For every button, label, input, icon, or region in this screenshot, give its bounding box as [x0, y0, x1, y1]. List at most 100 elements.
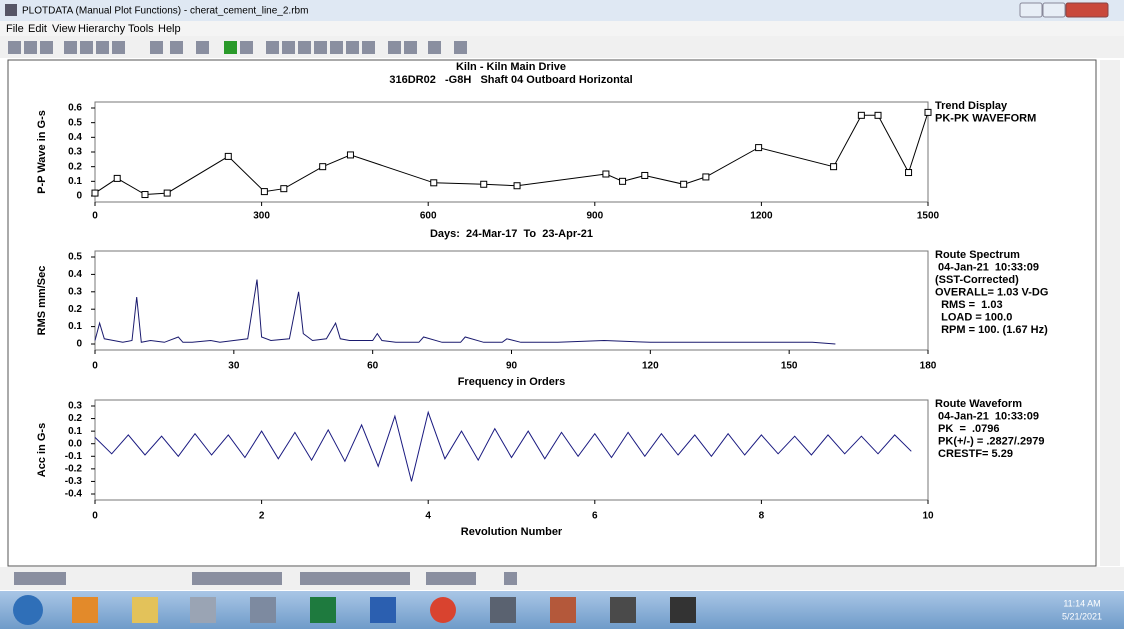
taskbar-icon[interactable]: [610, 597, 636, 623]
point-marker: [92, 190, 98, 196]
annotation: 04-Jan-21 10:33:09: [935, 261, 1039, 273]
y-axis-label: RMS mm/Sec: [36, 266, 48, 336]
taskbar-icon[interactable]: [190, 597, 216, 623]
nav-buttons[interactable]: [14, 572, 66, 585]
tool-button[interactable]: [314, 41, 327, 54]
menu-item[interactable]: Hierarchy: [78, 23, 126, 35]
x-tick-label: 8: [759, 511, 765, 522]
x-tick-label: 120: [642, 361, 659, 372]
x-axis-label: Frequency in Orders: [458, 376, 566, 388]
taskbar-icon[interactable]: [72, 597, 98, 623]
nav-buttons[interactable]: [504, 572, 517, 585]
y-tick-label: 0.3: [68, 147, 82, 158]
point-marker: [281, 186, 287, 192]
x-tick-label: 90: [506, 361, 518, 372]
start-button[interactable]: [13, 595, 43, 625]
point-marker: [431, 180, 437, 186]
y-tick-label: -0.2: [65, 463, 83, 474]
taskbar-icon[interactable]: [670, 597, 696, 623]
y-tick-label: 0.5: [68, 117, 82, 128]
tool-button[interactable]: [404, 41, 417, 54]
tool-button[interactable]: [224, 41, 237, 54]
nav-buttons[interactable]: [426, 572, 476, 585]
y-axis-label: P-P Wave in G-s: [36, 110, 48, 194]
point-marker: [114, 175, 120, 181]
tool-button[interactable]: [240, 41, 253, 54]
tool-button[interactable]: [8, 41, 21, 54]
x-tick-label: 0: [92, 361, 98, 372]
annotation: PK(+/-) = .2827/.2979: [935, 435, 1044, 447]
menu-item[interactable]: View: [52, 23, 76, 35]
nav-buttons[interactable]: [192, 572, 282, 585]
tool-button[interactable]: [346, 41, 359, 54]
taskbar-icon[interactable]: [132, 597, 158, 623]
menu-item[interactable]: File: [6, 23, 24, 35]
menu-item[interactable]: Help: [158, 23, 181, 35]
y-tick-label: 0.6: [68, 103, 82, 114]
tool-button[interactable]: [196, 41, 209, 54]
x-tick-label: 6: [592, 511, 598, 522]
clock-time: 11:14 AM: [1063, 598, 1100, 608]
point-marker: [925, 109, 931, 115]
minimize-button[interactable]: [1020, 3, 1042, 17]
point-marker: [225, 153, 231, 159]
chart-subtitle: 316DR02 -G8H Shaft 04 Outboard Horizonta…: [389, 74, 632, 86]
point-marker: [703, 174, 709, 180]
bottom-toolbar: [0, 567, 1124, 590]
nav-buttons[interactable]: [300, 572, 410, 585]
y-tick-label: 0.4: [68, 132, 82, 143]
tool-button[interactable]: [362, 41, 375, 54]
tool-button[interactable]: [388, 41, 401, 54]
point-marker: [481, 181, 487, 187]
taskbar-icon[interactable]: [430, 597, 456, 623]
annotation: 04-Jan-21 10:33:09: [935, 410, 1039, 422]
app-window: PLOTDATA (Manual Plot Functions) - chera…: [0, 0, 1124, 629]
tool-button[interactable]: [330, 41, 343, 54]
x-tick-label: 600: [420, 211, 437, 222]
tool-button[interactable]: [112, 41, 125, 54]
y-tick-label: 0.2: [68, 161, 82, 172]
tool-button[interactable]: [80, 41, 93, 54]
point-marker: [831, 164, 837, 170]
x-axis-label: Revolution Number: [461, 526, 563, 538]
tool-button[interactable]: [64, 41, 77, 54]
y-tick-label: 0.1: [68, 426, 82, 437]
menu-item[interactable]: Tools: [128, 23, 154, 35]
tool-button[interactable]: [96, 41, 109, 54]
point-marker: [756, 145, 762, 151]
tool-button[interactable]: [298, 41, 311, 54]
y-tick-label: 0.2: [68, 413, 82, 424]
taskbar-icon[interactable]: [250, 597, 276, 623]
x-tick-label: 4: [425, 511, 431, 522]
tool-button[interactable]: [282, 41, 295, 54]
point-marker: [642, 172, 648, 178]
y-axis-label: Acc in G-s: [36, 423, 48, 477]
taskbar-icon[interactable]: [370, 597, 396, 623]
x-tick-label: 150: [781, 361, 798, 372]
taskbar-icon[interactable]: [490, 597, 516, 623]
tool-button[interactable]: [170, 41, 183, 54]
close-button[interactable]: [1066, 3, 1108, 17]
tool-button[interactable]: [454, 41, 467, 54]
annotation: (SST-Corrected): [935, 274, 1019, 286]
chart-title: Kiln - Kiln Main Drive: [456, 61, 566, 73]
point-marker: [620, 178, 626, 184]
tool-button[interactable]: [40, 41, 53, 54]
clock-date: 5/21/2021: [1062, 611, 1102, 621]
x-axis-label: Days: 24-Mar-17 To 23-Apr-21: [430, 228, 593, 240]
tool-button[interactable]: [24, 41, 37, 54]
menu-item[interactable]: Edit: [28, 23, 47, 35]
tool-button[interactable]: [150, 41, 163, 54]
taskbar-icon[interactable]: [310, 597, 336, 623]
y-tick-label: 0.3: [68, 401, 82, 412]
y-tick-label: 0.0: [68, 438, 82, 449]
point-marker: [142, 192, 148, 198]
y-tick-label: -0.1: [65, 451, 83, 462]
point-marker: [906, 170, 912, 176]
tool-button[interactable]: [266, 41, 279, 54]
x-tick-label: 0: [92, 511, 98, 522]
maximize-button[interactable]: [1043, 3, 1065, 17]
tool-button[interactable]: [428, 41, 441, 54]
taskbar-icon[interactable]: [550, 597, 576, 623]
annotation: PK-PK WAVEFORM: [935, 112, 1036, 124]
